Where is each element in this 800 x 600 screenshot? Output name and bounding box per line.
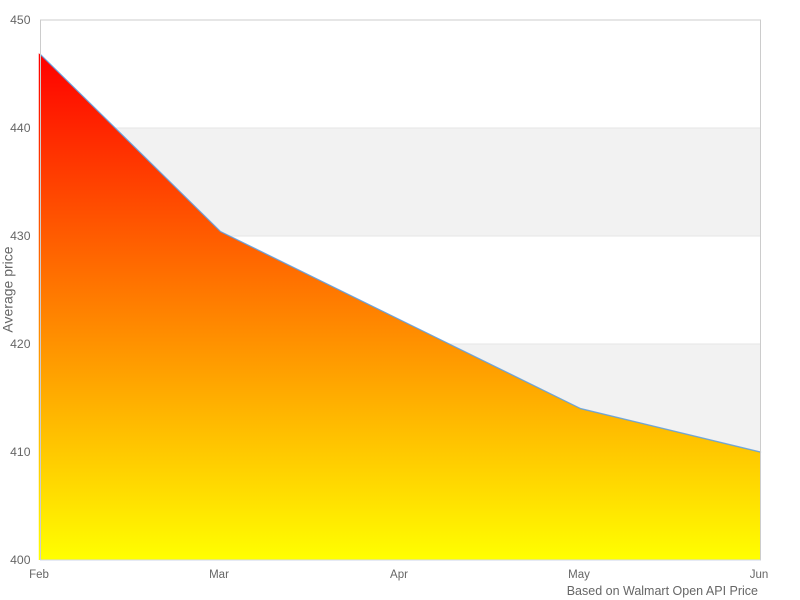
svg-text:Jun: Jun bbox=[750, 569, 769, 581]
svg-text:Feb: Feb bbox=[29, 569, 49, 581]
svg-text:410: 410 bbox=[10, 445, 31, 459]
svg-text:450: 450 bbox=[10, 13, 31, 27]
svg-text:Based on Walmart Open API Pric: Based on Walmart Open API Price bbox=[567, 584, 758, 598]
svg-text:420: 420 bbox=[10, 337, 31, 351]
svg-text:Average price: Average price bbox=[0, 246, 16, 332]
svg-text:400: 400 bbox=[10, 553, 31, 567]
svg-text:440: 440 bbox=[10, 121, 31, 135]
svg-text:May: May bbox=[568, 569, 590, 581]
svg-text:430: 430 bbox=[10, 229, 31, 243]
svg-text:Mar: Mar bbox=[209, 569, 229, 581]
svg-text:Apr: Apr bbox=[390, 569, 408, 581]
